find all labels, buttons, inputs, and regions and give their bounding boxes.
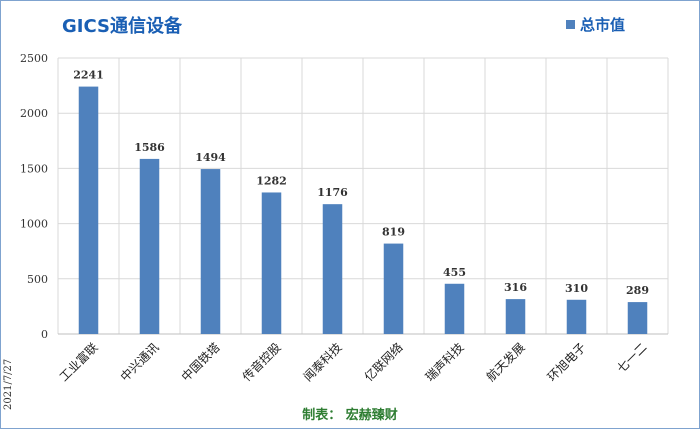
- x-tick-label: 传音控股: [239, 340, 284, 385]
- bar: [139, 158, 160, 334]
- y-tick-label: 2500: [20, 52, 48, 65]
- data-label: 310: [565, 282, 588, 295]
- x-tick-label: 亿联网络: [361, 340, 406, 385]
- bar: [505, 299, 526, 334]
- data-label: 316: [504, 281, 527, 294]
- data-label: 1494: [195, 151, 226, 164]
- bar: [383, 243, 404, 334]
- data-label: 1586: [134, 141, 165, 154]
- legend: 总市值: [566, 14, 625, 35]
- data-label: 1282: [256, 174, 287, 187]
- data-label: 289: [626, 284, 649, 297]
- x-tick-label: 航天发展: [483, 340, 528, 385]
- x-tick-label: 工业富联: [56, 340, 101, 385]
- chart-title: GICS通信设备: [62, 16, 182, 37]
- data-label: 455: [443, 266, 466, 279]
- y-tick-label: 500: [27, 273, 48, 286]
- x-tick-label: 中兴通讯: [117, 340, 162, 385]
- y-tick-label: 2000: [20, 107, 48, 120]
- x-tick-label: 瑞声科技: [423, 340, 467, 384]
- bar: [261, 192, 282, 334]
- footer-credit: 制表： 宏赫臻财: [302, 408, 398, 423]
- bar: [627, 302, 648, 334]
- x-tick-label: 闻泰科技: [301, 340, 345, 384]
- y-tick-label: 0: [41, 328, 48, 341]
- x-tick-label: 中国铁塔: [178, 340, 223, 385]
- bar: [322, 204, 343, 334]
- legend-label: 总市值: [580, 16, 626, 34]
- x-tick-label: 七一二: [614, 340, 649, 375]
- bar: [78, 86, 99, 334]
- bar: [444, 283, 465, 334]
- bar: [566, 299, 587, 334]
- legend-swatch: [566, 20, 575, 29]
- x-tick-label: 环旭电子: [545, 340, 589, 384]
- data-label: 1176: [317, 186, 348, 199]
- bar: [200, 169, 221, 334]
- data-label: 819: [382, 226, 405, 239]
- y-tick-label: 1500: [20, 162, 48, 175]
- y-tick-label: 1000: [20, 218, 48, 231]
- data-label: 2241: [73, 69, 104, 82]
- date-label: 2021/7/27: [3, 358, 14, 410]
